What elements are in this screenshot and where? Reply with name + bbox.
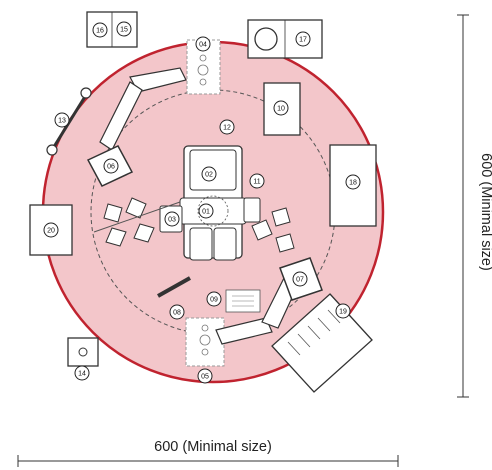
badge-11-label: 11 — [253, 179, 260, 186]
badge-01: 01 — [198, 203, 214, 219]
badge-05: 05 — [197, 368, 213, 384]
badge-11: 11 — [249, 173, 265, 189]
lower-boom-arm-segment — [215, 317, 273, 345]
badge-01-label: 01 — [202, 209, 210, 216]
width-dimension — [17, 455, 399, 467]
badge-07-label: 07 — [296, 277, 304, 284]
lamp-arm-end-bottom — [46, 144, 58, 156]
lower-boom-base — [185, 317, 225, 367]
badge-10-label: 10 — [277, 106, 285, 113]
seat-cluster-left-rail — [93, 201, 181, 233]
height-dimension-label: 600 (Minimal size) — [478, 153, 492, 271]
seat-cluster-left — [103, 197, 183, 247]
lamp-arm-end-top — [80, 87, 92, 99]
seat-cluster-right — [243, 197, 295, 253]
badge-19: 19 — [335, 303, 351, 319]
height-dimension — [457, 14, 469, 398]
badge-08-label: 08 — [173, 310, 181, 317]
bench-slats — [287, 309, 341, 356]
badge-06-label: 06 — [107, 164, 115, 171]
badge-03: 03 — [164, 211, 180, 227]
operating-table — [179, 145, 247, 261]
badge-20: 20 — [43, 222, 59, 238]
badge-05-label: 05 — [201, 374, 209, 381]
upper-boom-mount — [197, 54, 209, 86]
cart-unit — [263, 82, 301, 136]
badge-07: 07 — [292, 271, 308, 287]
badge-12: 12 — [219, 119, 235, 135]
width-dimension-label: 600 (Minimal size) — [154, 439, 272, 455]
badge-04-label: 04 — [199, 42, 207, 49]
label-board-lines — [232, 295, 254, 307]
badge-16-label: 16 — [96, 28, 104, 35]
badge-03-label: 03 — [168, 217, 176, 224]
badge-06: 06 — [103, 158, 119, 174]
console-dial — [254, 27, 278, 51]
small-stand-dial — [78, 347, 88, 357]
badge-09: 09 — [206, 291, 222, 307]
bench-unit — [271, 293, 373, 393]
badge-10: 10 — [273, 100, 289, 116]
badge-15: 15 — [116, 21, 132, 37]
badge-02-label: 02 — [205, 172, 213, 179]
lower-boom-mount — [199, 324, 211, 356]
badge-08: 08 — [169, 304, 185, 320]
badge-14-label: 14 — [78, 371, 86, 378]
badge-12-label: 12 — [223, 125, 231, 132]
badge-17-label: 17 — [299, 37, 307, 44]
badge-16: 16 — [92, 22, 108, 38]
badge-02: 02 — [201, 166, 217, 182]
badge-13-label: 13 — [58, 118, 66, 125]
foot-pedal — [157, 276, 191, 298]
badge-18: 18 — [345, 174, 361, 190]
badge-17: 17 — [295, 31, 311, 47]
badge-09-label: 09 — [210, 297, 218, 304]
badge-20-label: 20 — [47, 228, 55, 235]
badge-18-label: 18 — [349, 180, 357, 187]
badge-13: 13 — [54, 112, 70, 128]
badge-04: 04 — [195, 36, 211, 52]
badge-15-label: 15 — [120, 27, 128, 34]
badge-14: 14 — [74, 365, 90, 381]
badge-19-label: 19 — [339, 309, 347, 316]
